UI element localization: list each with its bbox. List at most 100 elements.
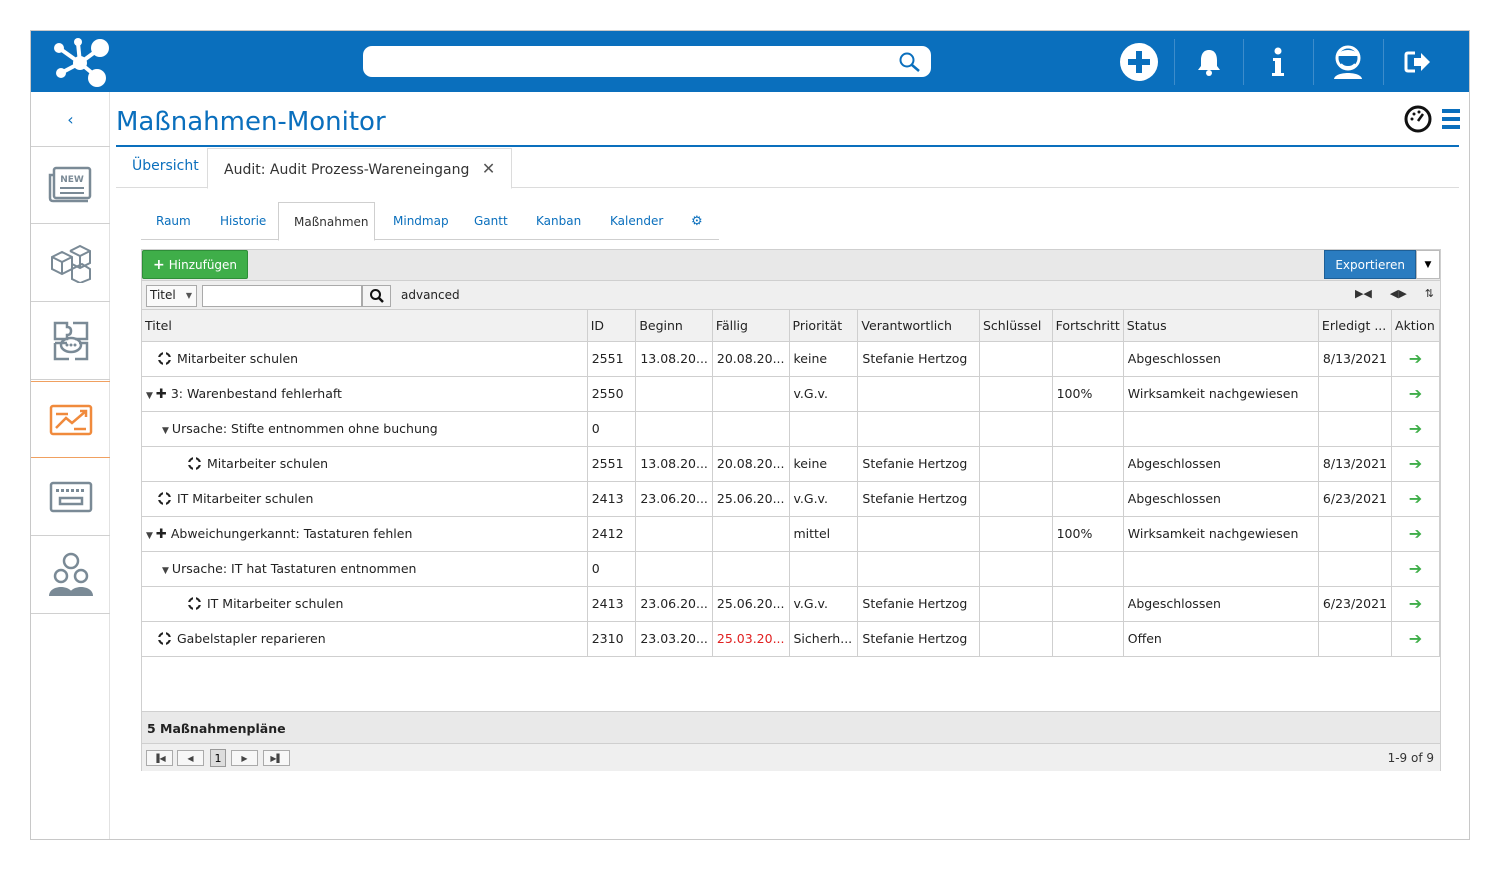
close-icon[interactable]: ✕ <box>481 159 496 178</box>
tab-massnahmen[interactable]: Maßnahmen <box>278 202 375 241</box>
col-header-key[interactable]: Schlüssel <box>979 310 1053 342</box>
row-title[interactable]: Abweichungerkannt: Tastaturen fehlen <box>170 525 413 541</box>
due-cell: 25.03.20... <box>712 621 790 657</box>
sidebar-item-communication[interactable] <box>31 303 110 380</box>
action-cell: ➔ <box>1391 481 1440 517</box>
table-row[interactable]: Gabelstapler reparieren 2310 23.03.20... 25… <box>142 621 1440 657</box>
col-header-title[interactable]: Titel <box>142 310 588 342</box>
table-row[interactable]: IT Mitarbeiter schulen 2413 23.06.20... 25.… <box>142 481 1440 517</box>
col-header-progress[interactable]: Fortschritt <box>1052 310 1124 342</box>
row-title[interactable]: IT Mitarbeiter schulen <box>177 491 314 506</box>
priority-cell: keine <box>789 446 859 482</box>
app-frame: ‹ NEW <box>30 30 1470 840</box>
current-page[interactable]: 1 <box>210 749 226 767</box>
prev-page-button[interactable]: ◀ <box>177 750 204 766</box>
user-profile-button[interactable] <box>1314 31 1382 92</box>
sidebar-item-assets[interactable] <box>31 225 110 302</box>
add-button[interactable] <box>1105 31 1173 92</box>
tab-kalender[interactable]: Kalender <box>610 202 663 240</box>
notifications-button[interactable] <box>1175 31 1243 92</box>
row-title[interactable]: 3: Warenbestand fehlerhaft <box>170 385 342 401</box>
dashboard-gauge-icon[interactable] <box>1404 105 1432 133</box>
arrow-right-icon[interactable]: ➔ <box>1408 524 1423 543</box>
user-avatar-icon <box>1334 45 1362 79</box>
tab-kanban[interactable]: Kanban <box>536 202 581 240</box>
title-cell: IT Mitarbeiter schulen <box>142 481 588 517</box>
table-row[interactable]: ▼ ✚ Abweichungerkannt: Tastaturen fehlen 24… <box>142 516 1440 552</box>
export-button[interactable]: Exportieren <box>1324 250 1416 279</box>
tab-mindmap[interactable]: Mindmap <box>393 202 449 240</box>
sidebar-item-team[interactable] <box>31 537 110 614</box>
tab-raum[interactable]: Raum <box>156 202 191 240</box>
menu-icon[interactable] <box>1441 105 1461 133</box>
table-row[interactable]: ▼ Ursache: IT hat Tastaturen entnommen 0 ➔ <box>142 551 1440 587</box>
responsible-cell <box>857 376 980 412</box>
expand-columns-icon[interactable]: ◀▶ <box>1389 287 1407 300</box>
table-row[interactable]: ▼ Ursache: Stifte entnommen ohne buchung 0… <box>142 411 1440 447</box>
export-dropdown-button[interactable]: ▼ <box>1416 250 1440 279</box>
add-label: Hinzufügen <box>168 257 238 272</box>
arrow-right-icon[interactable]: ➔ <box>1408 489 1423 508</box>
title-cell: ▼ ✚ 3: Warenbestand fehlerhaft <box>142 376 588 412</box>
arrow-right-icon[interactable]: ➔ <box>1408 384 1423 403</box>
arrow-right-icon[interactable]: ➔ <box>1408 594 1423 613</box>
filter-field-select[interactable]: Titel ▼ <box>146 285 197 307</box>
table-row[interactable]: Mitarbeiter schulen 2551 13.08.20... 20.08.… <box>142 446 1440 482</box>
row-title[interactable]: IT Mitarbeiter schulen <box>207 596 344 611</box>
sidebar-item-terminal[interactable] <box>31 459 110 536</box>
info-button[interactable] <box>1244 31 1312 92</box>
filter-search-button[interactable] <box>362 285 391 307</box>
table-row[interactable]: IT Mitarbeiter schulen 2413 23.06.20... 25.… <box>142 586 1440 622</box>
arrow-right-icon[interactable]: ➔ <box>1408 559 1423 578</box>
col-header-done[interactable]: Erledigt ... <box>1318 310 1393 342</box>
sidebar-collapse-button[interactable]: ‹ <box>31 92 110 147</box>
collapse-columns-icon[interactable]: ▶◀ <box>1354 287 1372 300</box>
arrow-right-icon[interactable]: ➔ <box>1408 454 1423 473</box>
sidebar-item-measures[interactable] <box>31 381 110 458</box>
sidebar-item-news[interactable]: NEW <box>31 147 110 224</box>
filter-input[interactable] <box>202 285 362 307</box>
row-title[interactable]: Mitarbeiter schulen <box>177 351 299 366</box>
caret-down-icon: ▼ <box>1424 259 1432 270</box>
tab-historie[interactable]: Historie <box>220 202 266 240</box>
search-icon[interactable] <box>899 52 921 72</box>
arrow-right-icon[interactable]: ➔ <box>1408 419 1423 438</box>
table-row[interactable]: ▼ ✚ 3: Warenbestand fehlerhaft 2550 v.G.v. 10… <box>142 376 1440 412</box>
measures-grid: + Hinzufügen Exportieren ▼ Titel ▼ <box>141 249 1441 771</box>
settings-gear-icon[interactable]: ⚙ <box>691 214 703 229</box>
col-header-priority[interactable]: Priorität <box>789 310 859 342</box>
first-page-button[interactable]: ▐◀ <box>146 750 173 766</box>
tab-overview[interactable]: Übersicht <box>116 148 215 188</box>
last-page-button[interactable]: ▶▌ <box>263 750 290 766</box>
row-title[interactable]: Ursache: IT hat Tastaturen entnommen <box>171 561 417 576</box>
row-title[interactable]: Ursache: Stifte entnommen ohne buchung <box>171 421 438 436</box>
next-page-button[interactable]: ▶ <box>231 750 258 766</box>
arrow-right-icon[interactable]: ➔ <box>1408 349 1423 368</box>
expand-toggle-icon[interactable]: ▼ <box>162 566 169 576</box>
col-header-due[interactable]: Fällig <box>712 310 790 342</box>
col-header-begin[interactable]: Beginn <box>635 310 713 342</box>
col-header-id[interactable]: ID <box>587 310 637 342</box>
tab-audit[interactable]: Audit: Audit Prozess-Wareneingang ✕ <box>207 148 513 189</box>
row-title[interactable]: Gabelstapler reparieren <box>177 631 326 646</box>
row-title[interactable]: Mitarbeiter schulen <box>207 456 329 471</box>
expand-toggle-icon[interactable]: ▼ <box>146 530 153 541</box>
status-cell <box>1123 411 1319 447</box>
add-button[interactable]: + Hinzufügen <box>142 250 249 279</box>
expand-toggle-icon[interactable]: ▼ <box>146 390 153 401</box>
expand-toggle-icon[interactable]: ▼ <box>162 426 169 436</box>
title-underline <box>116 145 1459 147</box>
sort-icon[interactable]: ⇅ <box>1424 287 1434 300</box>
priority-cell: v.G.v. <box>789 481 859 517</box>
col-header-responsible[interactable]: Verantwortlich <box>857 310 980 342</box>
table-row[interactable]: Mitarbeiter schulen 2551 13.08.20... 20.08.… <box>142 341 1440 377</box>
arrow-right-icon[interactable]: ➔ <box>1408 629 1423 648</box>
col-header-status[interactable]: Status <box>1123 310 1319 342</box>
tab-gantt[interactable]: Gantt <box>474 202 508 240</box>
progress-cell <box>1052 621 1124 657</box>
logout-button[interactable] <box>1384 31 1452 92</box>
begin-cell: 23.03.20... <box>635 621 713 657</box>
advanced-filter-link[interactable]: advanced <box>401 288 460 302</box>
network-logo-icon[interactable] <box>47 35 117 89</box>
global-search-input[interactable] <box>363 46 931 77</box>
